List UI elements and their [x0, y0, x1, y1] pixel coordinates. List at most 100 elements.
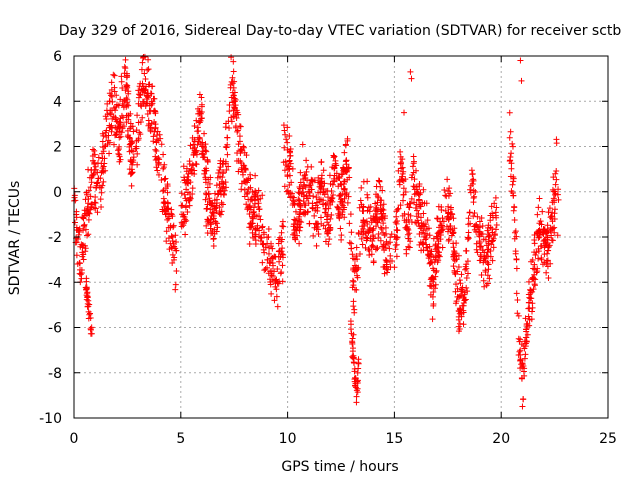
data-point	[259, 241, 266, 248]
data-point	[445, 210, 452, 217]
data-point	[421, 200, 428, 207]
data-point	[220, 161, 227, 168]
data-point	[238, 164, 245, 171]
data-point	[106, 98, 113, 105]
x-axis-ticks: 0 5 10 15 20 25	[70, 56, 617, 447]
data-point	[82, 196, 89, 203]
data-point	[139, 88, 146, 95]
data-point	[435, 249, 442, 256]
data-point	[420, 186, 427, 193]
data-point	[400, 197, 407, 204]
data-point	[519, 403, 526, 410]
data-point	[234, 150, 241, 157]
data-point	[551, 229, 558, 236]
data-point	[71, 192, 78, 199]
data-point	[249, 214, 256, 221]
data-point	[544, 222, 551, 229]
data-point	[130, 128, 137, 135]
data-point	[327, 197, 334, 204]
data-point	[296, 184, 303, 191]
data-point	[526, 316, 533, 323]
data-point	[552, 170, 559, 177]
data-point	[134, 161, 141, 168]
data-point	[212, 218, 219, 225]
data-point	[425, 252, 432, 259]
data-point	[243, 190, 250, 197]
data-point	[321, 191, 328, 198]
data-point	[170, 256, 177, 263]
data-point	[135, 135, 142, 142]
data-point	[268, 243, 275, 250]
data-point	[552, 181, 559, 188]
data-point	[240, 144, 247, 151]
data-point	[264, 257, 271, 264]
data-point	[348, 240, 355, 247]
data-point	[420, 247, 427, 254]
data-point	[345, 193, 352, 200]
data-point	[379, 187, 386, 194]
data-point	[223, 184, 230, 191]
data-point	[548, 232, 555, 239]
data-point	[82, 248, 89, 255]
data-point	[529, 300, 536, 307]
data-point	[480, 277, 487, 284]
data-point	[286, 133, 293, 140]
data-point	[318, 185, 325, 192]
data-point	[412, 204, 419, 211]
data-point	[342, 141, 349, 148]
data-point	[476, 218, 483, 225]
data-point	[439, 244, 446, 251]
data-point	[438, 206, 445, 213]
data-point	[465, 235, 472, 242]
data-point	[207, 206, 214, 213]
data-point	[413, 207, 420, 214]
data-point	[349, 339, 356, 346]
data-point	[545, 209, 552, 216]
data-point	[485, 224, 492, 231]
data-point	[525, 313, 532, 320]
data-point	[260, 246, 267, 253]
data-point	[343, 168, 350, 175]
data-point	[536, 195, 543, 202]
data-point	[124, 127, 131, 134]
data-point	[442, 192, 449, 199]
data-point	[521, 338, 528, 345]
data-point	[355, 365, 362, 372]
data-point	[301, 209, 308, 216]
data-point	[259, 224, 266, 231]
data-point	[103, 115, 110, 122]
data-point	[454, 285, 461, 292]
data-point	[160, 165, 167, 172]
data-point	[145, 56, 152, 63]
data-point	[337, 191, 344, 198]
data-point	[460, 321, 467, 328]
data-point	[484, 272, 491, 279]
data-point	[99, 144, 106, 151]
data-point	[134, 150, 141, 157]
data-point	[73, 239, 80, 246]
data-point	[153, 136, 160, 143]
data-point	[194, 124, 201, 131]
data-point	[243, 179, 250, 186]
data-point	[490, 244, 497, 251]
data-point	[393, 226, 400, 233]
data-point	[103, 127, 110, 134]
data-point	[284, 124, 291, 131]
data-point	[237, 123, 244, 130]
data-point	[546, 205, 553, 212]
data-point	[393, 213, 400, 220]
data-point	[470, 177, 477, 184]
data-point	[110, 141, 117, 148]
data-point	[330, 192, 337, 199]
data-point	[434, 215, 441, 222]
data-point	[189, 185, 196, 192]
data-point	[353, 252, 360, 259]
data-point	[541, 237, 548, 244]
data-point	[108, 122, 115, 129]
data-point	[190, 162, 197, 169]
data-point	[508, 160, 515, 167]
data-point	[330, 178, 337, 185]
data-point	[341, 186, 348, 193]
data-point	[213, 228, 220, 235]
data-point	[397, 202, 404, 209]
